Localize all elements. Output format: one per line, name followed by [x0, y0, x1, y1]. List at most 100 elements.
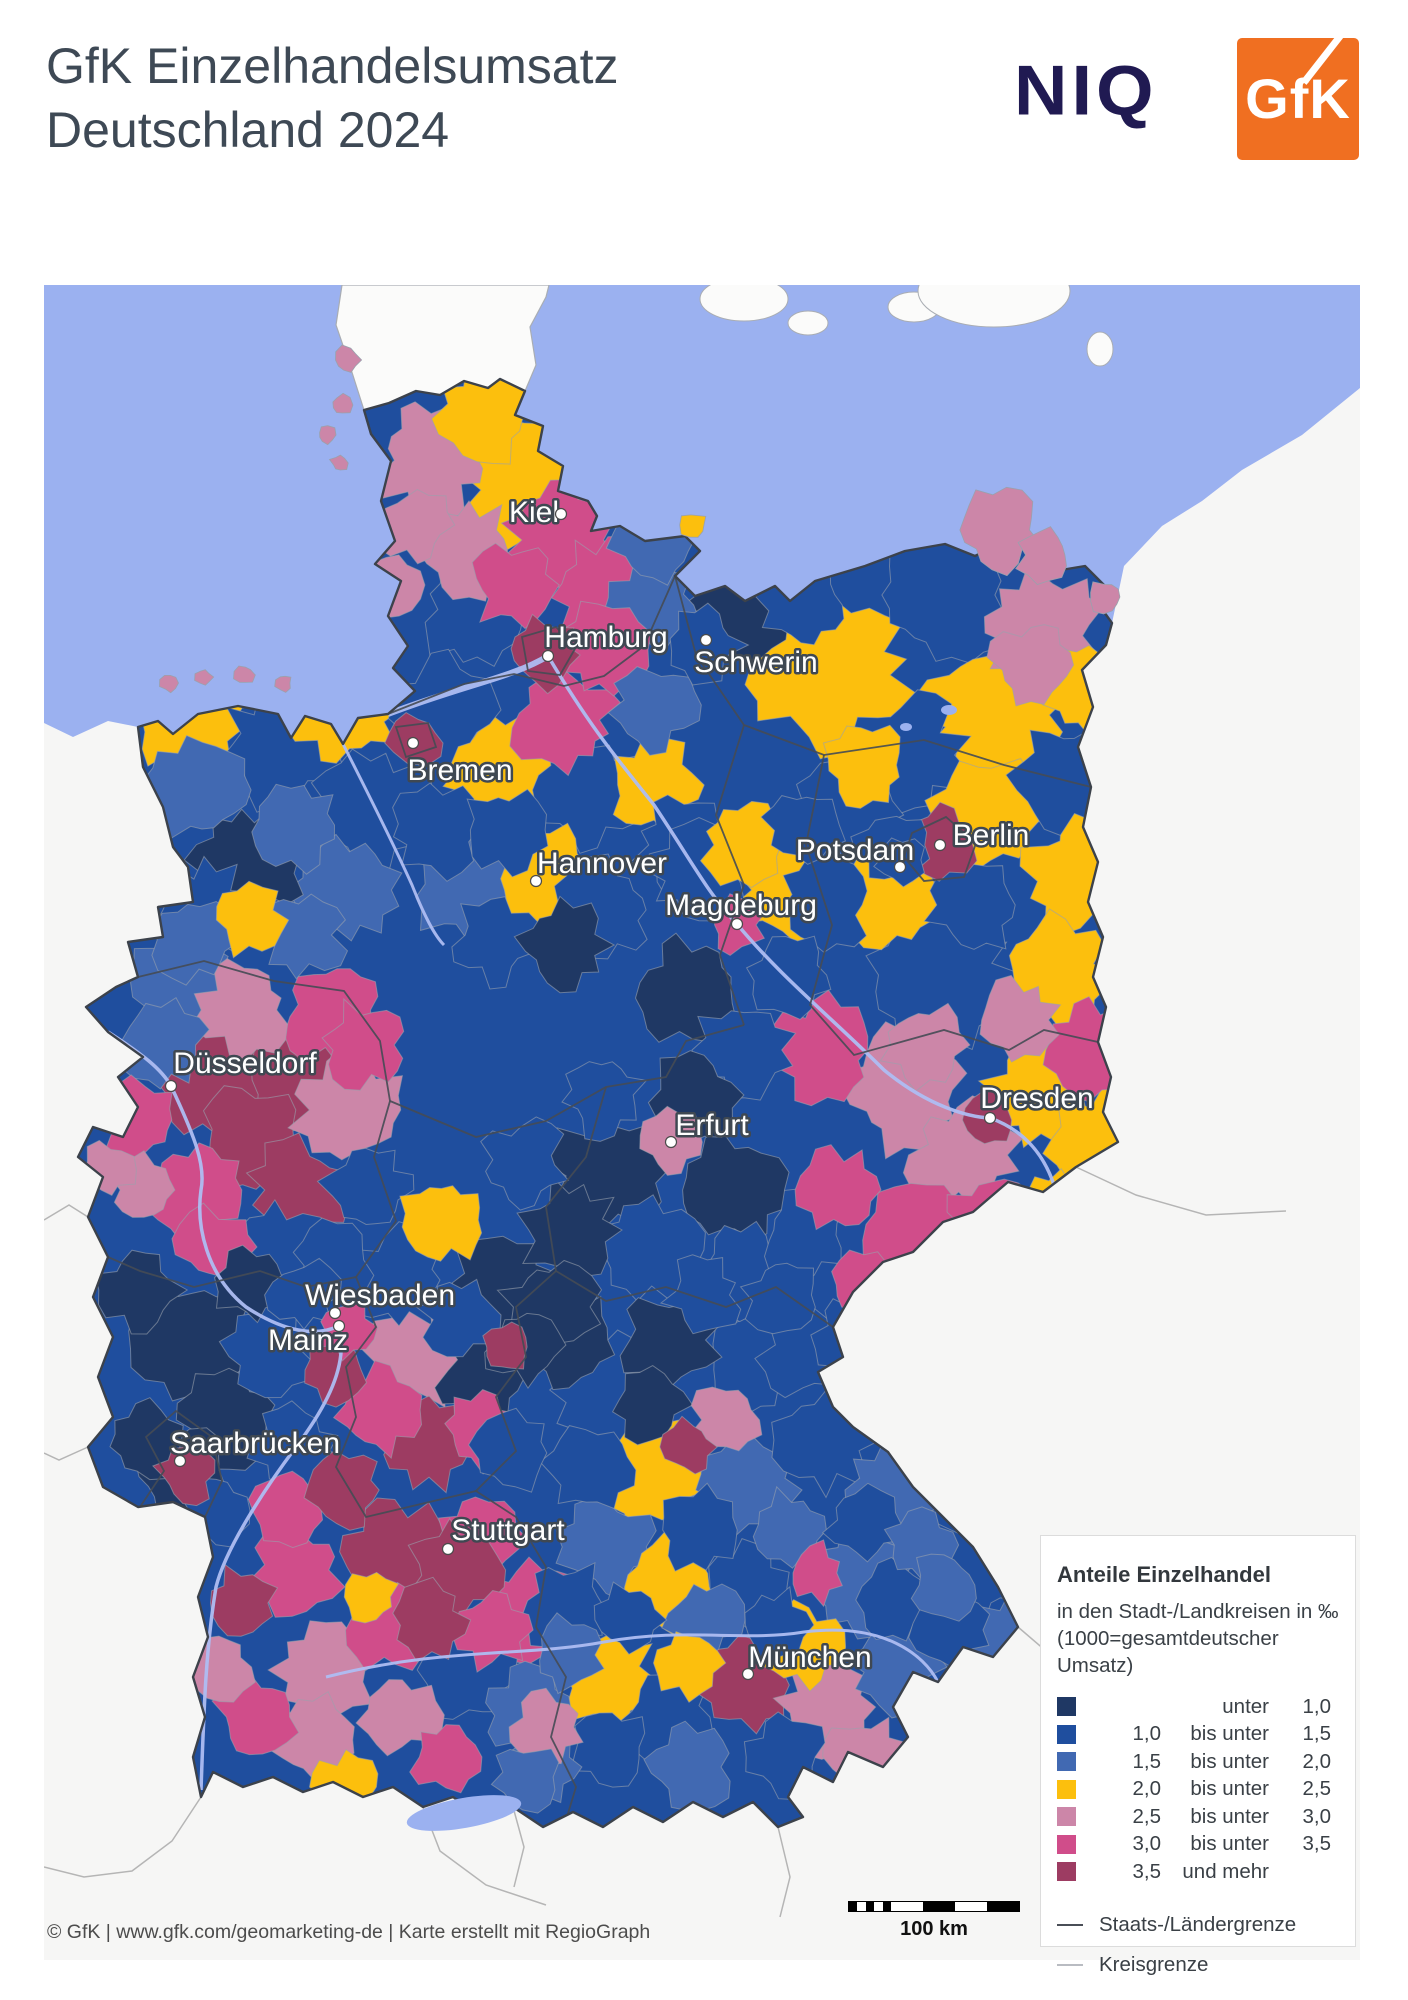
legend-swatch [1057, 1752, 1076, 1772]
district-region [343, 1571, 400, 1624]
city-label-schwerin: Schwerin [694, 646, 817, 679]
lake-constance [406, 1795, 522, 1831]
district-region [466, 788, 549, 878]
city-dot-berlin [933, 838, 947, 852]
district-region [643, 1720, 731, 1812]
district-region [986, 624, 1075, 707]
river-line [325, 1628, 940, 1683]
district-region [539, 1425, 637, 1510]
district-region [910, 1553, 977, 1622]
city-dot-hannover [529, 874, 543, 888]
danish-island [917, 285, 1071, 328]
district-region [321, 997, 405, 1091]
district-region [303, 1449, 380, 1531]
city-dot-kiel [554, 507, 568, 521]
district-region [109, 1150, 176, 1218]
district-region [399, 1185, 483, 1262]
legend-value-to: 3,0 [1302, 1804, 1332, 1828]
legend-line-swatch [1057, 1923, 1083, 1926]
state-borders [107, 575, 1099, 1821]
city-dot-düsseldorf [164, 1079, 178, 1093]
legend-class-row-1: 1,0 bis unter 1,5 [1057, 1721, 1341, 1749]
scale-bar-segment [923, 1902, 956, 1911]
river-line [107, 1030, 344, 1791]
legend-qualifier: bis unter [1190, 1832, 1269, 1856]
city-label-potsdam: Potsdam [796, 834, 914, 867]
city-label-düsseldorf: Düsseldorf [173, 1047, 317, 1080]
city-label-mainz: Mainz [268, 1324, 348, 1357]
district-region [215, 880, 290, 959]
island-region [1015, 526, 1067, 585]
state-border-line [139, 1409, 223, 1518]
district-region [415, 1278, 502, 1358]
scale-bar-segment [891, 1902, 924, 1911]
city-label-erfurt: Erfurt [675, 1109, 749, 1142]
district-region [607, 666, 702, 756]
legend-class-row-5: 3,0 bis unter 3,5 [1057, 1831, 1341, 1859]
city-label-wiesbaden: Wiesbaden [305, 1279, 455, 1312]
legend-value-from: 3,0 [1132, 1832, 1162, 1856]
district-region [897, 1685, 988, 1769]
district-region [539, 1612, 605, 1695]
district-region [794, 1144, 882, 1231]
island-region [194, 669, 215, 686]
district-region [513, 895, 616, 994]
island-region [274, 675, 292, 693]
scale-bar-label: 100 km [900, 1918, 968, 1940]
district-region [480, 1116, 570, 1211]
gfk-logo-text: GfK [1245, 67, 1351, 130]
legend-swatch [1057, 1779, 1076, 1799]
city-dot-dresden [983, 1111, 997, 1125]
legend-line-label: Staats-/Ländergrenze [1099, 1912, 1297, 1936]
district-region [744, 1585, 815, 1663]
district-region [760, 795, 847, 865]
district-region [1037, 1205, 1116, 1289]
district-region [152, 1446, 216, 1507]
district-region [691, 1010, 797, 1101]
island-region [335, 344, 363, 373]
foreign-border-line [44, 1446, 89, 1461]
state-border-line [545, 1086, 607, 1272]
legend-class-row-0: unter 1,0 [1057, 1693, 1341, 1721]
district-region [251, 1529, 346, 1618]
district-region [569, 1712, 646, 1788]
legend-value-to: 1,0 [1302, 1694, 1332, 1718]
foreign-border-line [1075, 1166, 1287, 1216]
district-region [409, 1724, 483, 1794]
state-border-line [902, 815, 978, 882]
gfk-logo: GfK [1237, 38, 1359, 160]
city-label-hamburg: Hamburg [544, 621, 667, 654]
district-region [782, 848, 868, 954]
state-border-line [474, 1270, 577, 1821]
district-region [251, 783, 336, 875]
state-border-line [394, 722, 438, 759]
legend-value-to: 2,5 [1302, 1777, 1332, 1801]
state-border-line [520, 625, 578, 676]
state-border-line [387, 575, 676, 715]
city-label-magdeburg: Magdeburg [665, 889, 817, 922]
district-region [662, 1482, 738, 1572]
district-region [792, 1539, 843, 1608]
island-region [959, 486, 1043, 577]
state-border-line [137, 960, 391, 1102]
state-border-line [715, 724, 745, 1026]
district-region [94, 1249, 189, 1335]
district-region [209, 1563, 279, 1637]
district-region [965, 1472, 1046, 1552]
district-region [190, 958, 289, 1064]
district-region [1042, 1085, 1118, 1197]
lake-small [900, 723, 912, 731]
district-region [979, 974, 1062, 1063]
legend-swatch [1057, 1807, 1076, 1827]
district-region [516, 1174, 623, 1288]
city-dot-saarbrücken [173, 1454, 187, 1468]
germany-choropleth-map: Kiel Hamburg Schwerin Bremen Hannover Potsdam… [44, 285, 1360, 1976]
danish-island [1086, 331, 1114, 367]
legend-value-from: 1,5 [1132, 1749, 1162, 1773]
legend-qualifier: bis unter [1190, 1777, 1269, 1801]
scale-bar-segments [848, 1901, 1020, 1912]
scale-bar: 100 km [848, 1901, 1020, 1941]
island-region [679, 514, 707, 538]
title-line-1: GfK Einzelhandelsumsatz [46, 38, 619, 94]
